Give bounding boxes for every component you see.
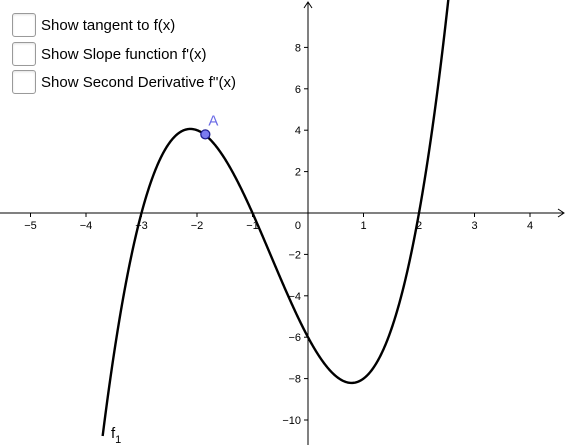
y-tick-label: −10: [282, 415, 301, 427]
x-tick-label: −5: [24, 220, 37, 232]
checkbox-box[interactable]: [12, 70, 36, 94]
x-tick-label: 2: [416, 220, 422, 232]
checkbox-show-second-derivative[interactable]: Show Second Derivative f''(x): [12, 69, 236, 95]
checkbox-box[interactable]: [12, 13, 36, 37]
y-tick-label: 8: [295, 42, 301, 54]
origin-label: 0: [295, 220, 301, 232]
function-label-subscript: 1: [115, 434, 121, 445]
function-label-f1: f1: [111, 425, 121, 445]
x-axis-arrow: [557, 208, 565, 218]
point-a[interactable]: [200, 129, 211, 140]
y-tick-label: −2: [288, 249, 301, 261]
y-tick-label: −6: [288, 332, 301, 344]
checkbox-box[interactable]: [12, 42, 36, 66]
x-tick-label: 4: [527, 220, 533, 232]
x-tick-label: 1: [360, 220, 366, 232]
y-tick-label: −8: [288, 374, 301, 386]
function-label-name: f: [111, 425, 116, 442]
y-tick-label: 6: [295, 84, 301, 96]
x-tick-label: −4: [80, 220, 93, 232]
y-tick-label: −4: [288, 291, 301, 303]
checkbox-label: Show Second Derivative f''(x): [41, 73, 236, 91]
function-curve-f1[interactable]: [101, 0, 450, 437]
checkbox-label: Show Slope function f'(x): [41, 45, 207, 63]
checkbox-show-tangent[interactable]: Show tangent to f(x): [12, 12, 175, 38]
checkbox-show-slope-function[interactable]: Show Slope function f'(x): [12, 41, 206, 67]
x-tick-label: 3: [471, 220, 477, 232]
x-tick-label: −2: [191, 220, 204, 232]
y-tick-label: 2: [295, 167, 301, 179]
point-a-label: A: [208, 112, 218, 129]
y-tick-label: 4: [295, 125, 301, 137]
y-axis-arrow: [303, 1, 313, 9]
checkbox-label: Show tangent to f(x): [41, 16, 176, 34]
